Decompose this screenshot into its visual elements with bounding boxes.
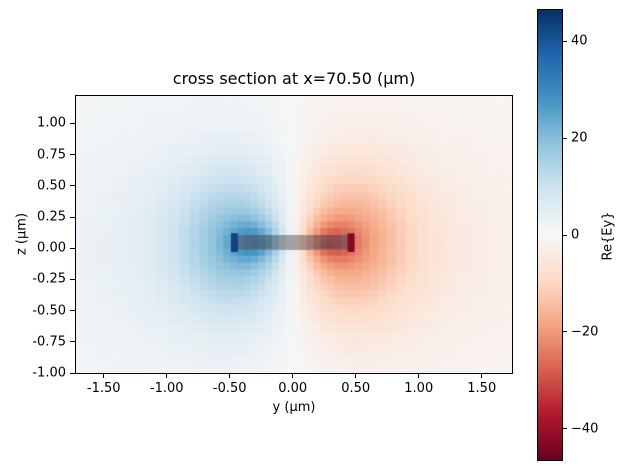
x-tick-mark <box>355 374 357 378</box>
x-tick-mark <box>229 374 231 378</box>
colorbar-tick-label: 40 <box>571 33 588 49</box>
colorbar-label: Re{Ey} <box>600 211 616 261</box>
field-heatmap <box>76 96 512 373</box>
y-tick-label: 0.25 <box>37 209 66 225</box>
x-tick-mark <box>418 374 420 378</box>
colorbar-tick-label: −20 <box>571 324 599 340</box>
x-tick-label: 0.50 <box>341 381 371 396</box>
x-tick-label: 0.00 <box>278 381 308 396</box>
x-tick-mark <box>292 374 294 378</box>
colorbar-tick-mark <box>563 234 567 236</box>
x-tick-label: 1.00 <box>404 381 434 396</box>
y-tick-label: 0.00 <box>37 240 66 256</box>
colorbar-gradient <box>538 10 562 460</box>
y-tick-mark <box>70 372 75 374</box>
y-tick-label: -0.50 <box>32 303 66 319</box>
y-tick-label: 1.00 <box>37 115 66 131</box>
y-tick-label: 0.50 <box>37 178 66 194</box>
y-tick-label: -1.00 <box>32 365 66 381</box>
y-tick-mark <box>70 341 75 343</box>
y-tick-mark <box>70 154 75 156</box>
x-axis-label: y (μm) <box>272 400 316 415</box>
y-tick-label: 0.75 <box>37 147 66 163</box>
y-tick-mark <box>70 278 75 280</box>
plot-title: cross section at x=70.50 (μm) <box>172 69 416 88</box>
colorbar-tick-mark <box>563 428 567 430</box>
x-tick-label: -1.00 <box>149 381 184 396</box>
colorbar-tick-label: −40 <box>571 421 599 437</box>
y-tick-mark <box>70 122 75 124</box>
y-tick-mark <box>70 310 75 312</box>
x-tick-label: -1.50 <box>86 381 121 396</box>
x-tick-mark <box>481 374 483 378</box>
y-tick-label: -0.75 <box>32 334 66 350</box>
x-tick-mark <box>103 374 105 378</box>
y-tick-mark <box>70 247 75 249</box>
plot-area[interactable] <box>75 95 513 374</box>
colorbar-tick-mark <box>563 40 567 42</box>
colorbar <box>537 9 563 461</box>
x-tick-label: -0.50 <box>212 381 247 396</box>
y-tick-mark <box>70 185 75 187</box>
x-tick-mark <box>166 374 168 378</box>
colorbar-tick-mark <box>563 331 567 333</box>
colorbar-tick-label: 20 <box>571 130 588 146</box>
y-tick-label: -0.25 <box>32 271 66 287</box>
x-tick-label: 1.50 <box>467 381 497 396</box>
colorbar-tick-mark <box>563 137 567 139</box>
colorbar-tick-label: 0 <box>571 227 580 243</box>
y-tick-mark <box>70 216 75 218</box>
